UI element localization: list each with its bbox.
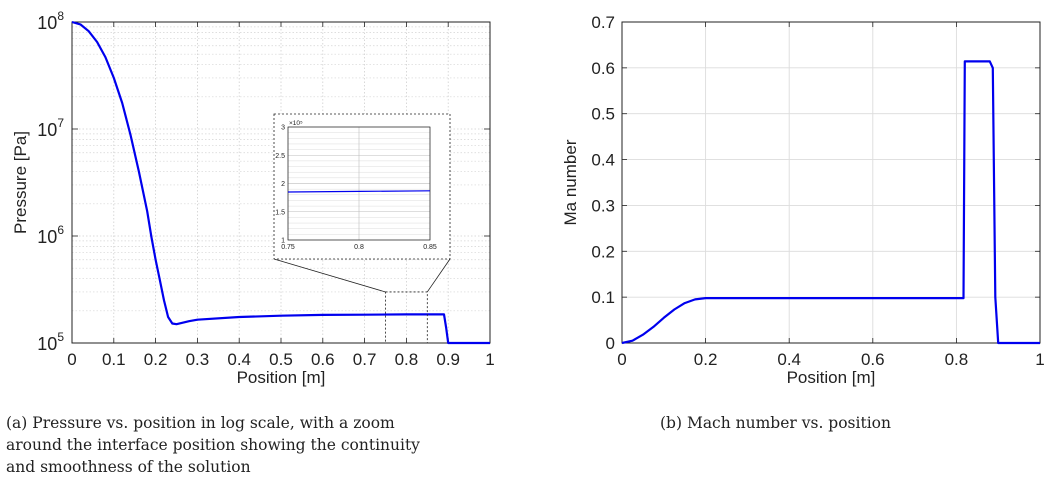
- zoom-connector-right: [426, 258, 451, 293]
- x-tick-label: 0.3: [186, 350, 210, 369]
- y-tick-label: 0.7: [591, 13, 615, 32]
- x-axis-label: Position [m]: [787, 368, 876, 387]
- plot-frame: [71, 21, 491, 344]
- x-tick-label: 0: [617, 350, 626, 369]
- inset-y-tick-label: 3: [281, 125, 285, 132]
- x-tick-label: 1: [1035, 350, 1044, 369]
- mach-line: [621, 60, 1040, 345]
- y-tick-label: 0: [606, 334, 615, 353]
- inset-pressure-line: [287, 190, 431, 193]
- x-tick-label: 0.1: [102, 350, 126, 369]
- inset-y-tick-label: 2: [281, 181, 285, 188]
- y-tick-label: 0.4: [591, 151, 615, 170]
- inset-y-tick-label: 1: [281, 238, 285, 245]
- x-tick-label: 0.7: [353, 350, 377, 369]
- inset-y-multiplier: ×10⁵: [289, 120, 303, 127]
- inset-plot-frame: [287, 126, 431, 241]
- y-tick-label: 0.6: [591, 59, 615, 78]
- x-tick-label: 0.6: [311, 350, 335, 369]
- y-tick-label: 105: [37, 330, 64, 354]
- y-axis-label: Ma number: [561, 139, 580, 225]
- x-tick-label: 0.5: [269, 350, 293, 369]
- y-tick-label: 0.3: [591, 196, 615, 215]
- x-tick-label: 0.2: [144, 350, 168, 369]
- plot-frame: [621, 21, 1041, 344]
- zoom-connector-left: [273, 258, 386, 293]
- y-tick-label: 0.1: [591, 288, 615, 307]
- x-tick-label: 0.8: [945, 350, 969, 369]
- y-tick-label: 108: [37, 9, 64, 33]
- x-tick-label: 0.9: [436, 350, 460, 369]
- x-tick-label: 0.6: [861, 350, 885, 369]
- x-tick-label: 0: [67, 350, 76, 369]
- inset-x-tick-label: 0.85: [423, 244, 437, 251]
- zoom-region-box: [385, 291, 428, 344]
- pressure-line: [71, 20, 490, 345]
- caption-a: (a) Pressure vs. position in log scale, …: [6, 414, 420, 476]
- caption-b: (b) Mach number vs. position: [660, 414, 891, 432]
- inset-x-tick-label: 0.75: [281, 244, 295, 251]
- inset-y-tick-label: 2.5: [275, 153, 285, 160]
- inset-y-tick-label: 1.5: [275, 209, 285, 216]
- y-tick-label: 107: [37, 116, 64, 140]
- y-axis-label: Pressure [Pa]: [11, 131, 30, 234]
- x-tick-label: 0.2: [694, 350, 718, 369]
- x-tick-label: 0.8: [395, 350, 419, 369]
- y-tick-label: 0.2: [591, 242, 615, 261]
- x-tick-label: 0.4: [777, 350, 801, 369]
- inset-x-tick-label: 0.8: [354, 244, 364, 251]
- y-tick-label: 0.5: [591, 105, 615, 124]
- x-tick-label: 1: [485, 350, 494, 369]
- y-tick-label: 106: [37, 223, 64, 247]
- x-tick-label: 0.4: [227, 350, 251, 369]
- x-axis-label: Position [m]: [237, 368, 326, 387]
